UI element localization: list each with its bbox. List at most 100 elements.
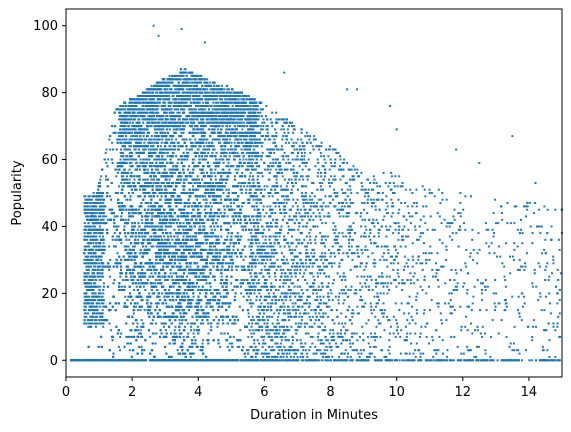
scatter-point [109,258,112,261]
scatter-point [180,268,183,271]
scatter-point [148,292,151,295]
scatter-point [209,202,212,204]
scatter-point [128,161,131,164]
scatter-point [193,285,196,288]
scatter-point [175,248,177,251]
scatter-point [185,292,188,295]
scatter-point [222,205,225,208]
scatter-point [105,178,107,181]
scatter-point [132,312,135,315]
scatter-point [140,228,142,231]
scatter-point [157,302,160,305]
scatter-point [220,182,223,184]
scatter-point [140,325,143,328]
scatter-point [280,252,283,255]
scatter-point [184,295,187,298]
scatter-point [210,245,213,248]
scatter-point [152,208,155,211]
scatter-point [146,279,149,281]
scatter-point [220,275,223,278]
scatter-point [189,265,192,268]
scatter-point [187,289,189,291]
scatter-point [192,185,194,188]
scatter-point [145,192,148,194]
scatter-point [198,145,201,148]
scatter-point [105,228,108,231]
scatter-point [109,148,112,151]
scatter-point [138,235,141,238]
scatter-point [196,151,199,154]
scatter-point [217,238,220,241]
scatter-point [188,111,191,114]
scatter-point [198,275,201,278]
scatter-point [188,309,190,312]
scatter-point [189,355,192,358]
scatter-point [192,202,195,204]
scatter-point [183,208,186,211]
scatter-point [139,329,142,332]
scatter-point [143,309,146,312]
scatter-point [139,335,142,338]
scatter-point [232,335,235,338]
scatter-point [236,255,239,258]
scatter-point [157,178,160,181]
scatter-point [175,138,178,141]
scatter-point [163,245,166,248]
scatter-point [178,329,181,332]
scatter-point [166,232,169,235]
scatter-point [279,185,282,188]
scatter-point [236,339,239,342]
scatter-point [196,325,199,328]
scatter-point [137,238,140,241]
scatter-point [106,218,109,221]
scatter-point [135,305,138,308]
scatter-point [154,282,157,285]
scatter-point [130,232,133,235]
scatter-point [100,268,103,271]
scatter-point [214,175,217,178]
scatter-point [204,195,207,198]
scatter-point [228,342,231,345]
scatter-point [162,315,165,318]
scatter-point [207,188,210,191]
scatter-point [141,228,144,231]
scatter-point [119,349,122,352]
scatter-point [109,195,112,198]
scatter-point [244,355,247,358]
scatter-point [212,295,215,298]
scatter-point [206,212,209,215]
scatter-point [205,248,208,251]
scatter-point [213,279,216,281]
scatter-point [181,185,184,188]
scatter-point [120,242,123,245]
scatter-point [189,272,192,275]
scatter-point [151,332,154,335]
scatter-point [262,205,265,208]
scatter-point [156,195,159,198]
scatter-point [210,228,213,231]
scatter-point [185,312,188,315]
scatter-point [219,182,222,184]
scatter-point [189,299,192,302]
scatter-point [197,165,200,168]
scatter-point [174,332,177,335]
scatter-point [150,225,153,228]
scatter-point [209,262,212,265]
scatter-point [187,218,190,221]
scatter-point [226,215,229,218]
scatter-point [108,275,111,278]
scatter-point [239,329,242,332]
scatter-point [162,148,165,151]
scatter-point [174,325,177,328]
scatter-point [183,68,186,71]
scatter-points [70,24,563,362]
scatter-point [237,218,239,221]
scatter-point [159,262,162,265]
scatter-point [175,242,178,245]
scatter-point [178,202,181,204]
scatter-point [184,245,187,248]
scatter-point [161,171,164,174]
scatter-point [173,315,176,318]
scatter-point [294,295,297,298]
